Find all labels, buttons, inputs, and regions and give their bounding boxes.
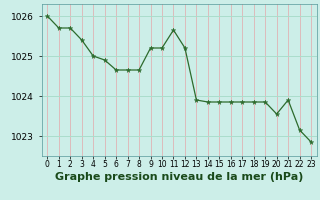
X-axis label: Graphe pression niveau de la mer (hPa): Graphe pression niveau de la mer (hPa) [55,172,303,182]
